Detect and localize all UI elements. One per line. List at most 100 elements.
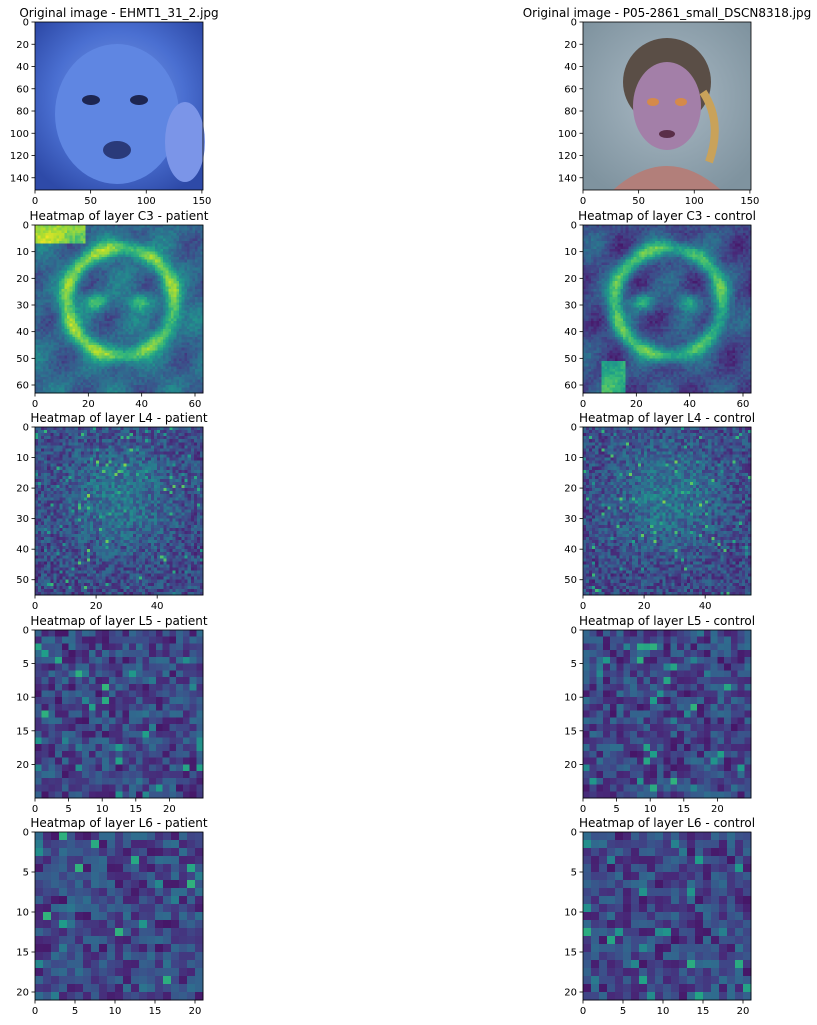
heatmap-cell: [53, 390, 57, 394]
heatmap-cell: [136, 294, 140, 298]
heatmap-cell: [663, 243, 666, 247]
heatmap-cell: [179, 326, 182, 330]
heatmap-cell: [136, 251, 140, 255]
heatmap-cell: [53, 273, 57, 276]
heatmap-cell: [687, 230, 690, 234]
heatmap-cell: [157, 265, 161, 268]
heatmap-cell: [628, 227, 632, 231]
heatmap-cell: [163, 323, 166, 327]
heatmap-cell: [189, 350, 193, 354]
heatmap-cell: [77, 390, 81, 394]
heatmap-cell: [40, 227, 44, 231]
heatmap-cell: [168, 385, 172, 388]
heatmap-cell: [131, 337, 134, 340]
heatmap-cell: [187, 347, 190, 351]
heatmap-cell: [671, 246, 674, 250]
heatmap-cell: [75, 294, 78, 298]
heatmap-cell: [636, 227, 640, 231]
heatmap-cell: [48, 278, 52, 282]
heatmap-cell: [43, 225, 46, 228]
heatmap-cell: [83, 305, 86, 308]
heatmap-cell: [192, 313, 196, 316]
heatmap-cell: [692, 249, 696, 252]
heatmap-cell: [623, 233, 626, 236]
heatmap-cell: [37, 363, 41, 367]
heatmap-cell: [743, 257, 746, 260]
heatmap-cell: [187, 243, 190, 247]
heatmap-cell: [195, 262, 198, 266]
heatmap-cell: [163, 299, 166, 303]
heatmap-cell: [727, 246, 730, 250]
heatmap-cell: [676, 254, 680, 258]
heatmap-cell: [83, 387, 86, 391]
heatmap-cell: [80, 382, 84, 386]
heatmap-cell: [189, 379, 193, 383]
heatmap-cell: [125, 313, 129, 316]
heatmap-cell: [168, 297, 172, 300]
heatmap-cell: [99, 315, 102, 319]
heatmap-cell: [48, 355, 52, 359]
heatmap-cell: [147, 283, 150, 287]
heatmap-cell: [75, 361, 78, 364]
heatmap-cell: [179, 358, 182, 362]
heatmap-cell: [51, 363, 54, 367]
heatmap-cell: [163, 233, 166, 236]
heatmap-cell: [607, 225, 610, 228]
heatmap-cell: [109, 345, 113, 348]
heatmap-cell: [75, 310, 78, 314]
heatmap-cell: [56, 358, 60, 362]
heatmap-cell: [115, 377, 118, 380]
heatmap-cell: [101, 377, 105, 380]
heatmap-cell: [101, 235, 105, 239]
heatmap-cell: [101, 286, 105, 290]
heatmap-cell: [75, 347, 78, 351]
heatmap-cell: [101, 385, 105, 388]
heatmap-cell: [144, 238, 148, 242]
x-tick-label: 60: [189, 399, 202, 410]
heatmap-cell: [123, 286, 126, 290]
heatmap-cell: [187, 238, 190, 242]
heatmap-cell: [107, 315, 110, 319]
heatmap-cell: [59, 323, 62, 327]
heatmap-cell: [195, 366, 198, 370]
heatmap-cell: [45, 227, 49, 231]
heatmap-cell: [176, 387, 180, 391]
heatmap-cell: [149, 259, 153, 263]
heatmap-cell: [176, 299, 180, 303]
heatmap-cell: [141, 363, 145, 367]
heatmap-cell: [200, 246, 204, 250]
heatmap-cell: [663, 254, 666, 258]
subplot-title: Original image - EHMT1_31_2.jpg: [19, 6, 218, 20]
heatmap-cell: [59, 249, 62, 252]
heatmap-cell: [56, 334, 60, 338]
heatmap-cell: [128, 254, 132, 258]
heatmap-cell: [67, 371, 70, 375]
heatmap-cell: [609, 257, 613, 260]
heatmap-cell: [633, 241, 637, 244]
heatmap-cell: [155, 254, 158, 258]
heatmap-cell: [51, 291, 54, 295]
heatmap-cell: [612, 257, 616, 260]
heatmap-cell: [120, 342, 124, 346]
heatmap-cell: [740, 225, 744, 228]
heatmap-cell: [112, 297, 116, 300]
heatmap-cell: [593, 233, 597, 236]
heatmap-cell: [160, 225, 164, 228]
left-eye: [82, 95, 100, 105]
heatmap-cell: [64, 371, 68, 375]
heatmap-cell: [168, 273, 172, 276]
heatmap-cell: [152, 358, 156, 362]
heatmap-cell: [136, 302, 140, 306]
heatmap-cell: [40, 353, 44, 356]
heatmap-cell: [115, 353, 118, 356]
heatmap-cell: [139, 379, 142, 383]
heatmap-cell: [165, 379, 169, 383]
heatmap-cell: [51, 294, 54, 298]
heatmap-cell: [69, 233, 73, 236]
heatmap-cell: [80, 281, 84, 284]
heatmap-cell: [168, 270, 172, 274]
heatmap-cell: [131, 321, 134, 324]
heatmap-cell: [83, 273, 86, 276]
heatmap-cell: [639, 225, 642, 228]
heatmap-cell: [128, 251, 132, 255]
